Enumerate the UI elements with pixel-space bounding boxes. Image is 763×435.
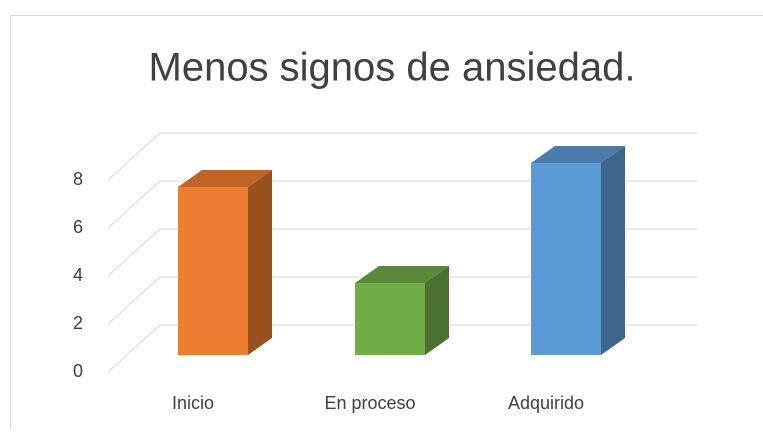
x-tick-label: Adquirido [508,393,584,413]
x-tick-label: Inicio [172,393,214,413]
y-tick-label: 8 [73,169,83,189]
y-tick-label: 6 [73,217,83,237]
bar [178,170,272,355]
bar-front [178,187,248,355]
bar [355,266,449,355]
bar-front [355,283,425,355]
x-tick-label: En proceso [324,393,415,413]
y-tick-label: 2 [73,313,83,333]
y-tick-label: 0 [73,361,83,381]
bar-side [601,146,625,355]
y-tick-label: 4 [73,265,83,285]
chart-title: Menos signos de ansiedad. [149,46,636,90]
bar-side [248,170,272,355]
bar-front [531,163,601,355]
bar [531,146,625,355]
